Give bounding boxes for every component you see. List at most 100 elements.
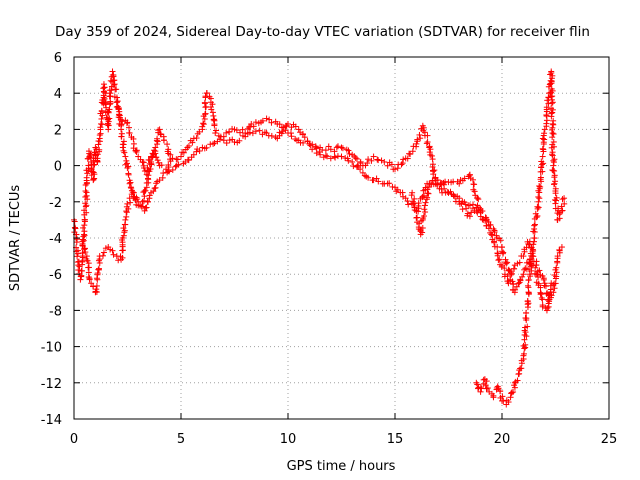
track-b-point [332,154,339,161]
grid [74,57,609,419]
track-b-point [361,172,368,179]
track-b-point [535,274,542,281]
track-d-point [521,350,528,357]
track-c-point [118,133,125,140]
track-b-point [175,161,182,168]
y-tick-label: -12 [41,377,62,392]
track-b-point [121,229,128,236]
track-a-point [107,90,114,97]
track-a-point [378,157,385,164]
track-a-point [365,156,372,163]
track-a-point [100,92,107,99]
track-e-point [477,207,484,214]
track-e-point [433,181,440,188]
track-b-point [419,193,426,200]
track-b-point [86,275,93,282]
track-b-point [513,283,520,290]
track-d-point [538,164,545,171]
track-c-point [118,126,125,133]
y-tick-label: 2 [54,123,62,138]
track-e-point [471,188,478,195]
track-c-point [125,163,132,170]
track-e-point [471,181,478,188]
track-a-point [200,120,207,127]
track-b-point [466,213,473,220]
track-d-point [522,315,529,322]
track-a-point [479,216,486,223]
track-d-point [517,365,524,372]
track-c-point [148,158,155,165]
track-b-point [95,265,102,272]
track-a-point [399,160,406,167]
track-a-point [81,207,88,214]
track-a-point [74,253,81,260]
track-a-point [202,111,209,118]
track-b-point [226,137,233,144]
track-a-point [71,218,78,225]
track-e-point [456,180,463,187]
track-a-point [90,176,97,183]
data-points [71,68,568,408]
track-a-point [541,282,548,289]
track-a-point [102,100,109,107]
track-b-point [95,266,102,273]
track-b-point [322,152,329,159]
x-tick-label: 5 [177,432,185,447]
track-c-point [118,121,125,128]
track-a-point [169,155,176,162]
track-c-point [129,189,136,196]
track-d-point [528,244,535,251]
track-a-point [420,124,427,131]
track-a-point [202,110,209,117]
track-d-point [550,159,557,166]
track-a-point [85,148,92,155]
track-d-point [539,153,546,160]
track-a-point [494,252,501,259]
track-a-point [352,154,359,161]
track-d-point [531,221,538,228]
track-a-point [496,256,503,263]
track-b-point [324,153,331,160]
track-a-point [154,157,161,164]
track-b-point [193,148,200,155]
track-b-point [349,158,356,165]
track-a-point [398,161,405,168]
track-a-point [384,162,391,169]
track-a-point [105,126,112,133]
track-a-point [105,118,112,125]
track-a-point [111,81,118,88]
track-b-point [85,274,92,281]
track-d-point [548,68,555,75]
track-d-point [549,152,556,159]
track-b-point [444,188,451,195]
track-c-point [156,126,163,133]
track-a-point [392,166,398,173]
track-d-point [549,106,556,113]
track-a-point [96,132,103,139]
track-e-point [421,202,428,209]
track-a-point [520,253,527,260]
track-a-point [413,140,420,147]
track-b-point [370,177,377,184]
track-c-point [120,141,127,148]
track-d-point [521,345,528,352]
track-a-point [158,162,165,169]
track-c-point [167,151,174,158]
track-d-point [549,151,556,158]
track-a-point [404,155,411,162]
track-d-point [508,389,515,396]
track-d-point [522,341,529,348]
track-a-point [409,148,416,155]
track-a-point [414,136,421,143]
track-a-point [501,265,508,272]
track-a-point [334,143,341,150]
track-a-point [211,122,218,129]
track-d-point [527,256,534,263]
track-a-point [79,250,86,257]
track-a-point [237,129,244,136]
track-e-point [415,208,422,215]
track-a-point [98,107,105,114]
track-b-point [120,232,127,239]
track-a-point [540,276,547,283]
track-b-point [268,132,275,139]
